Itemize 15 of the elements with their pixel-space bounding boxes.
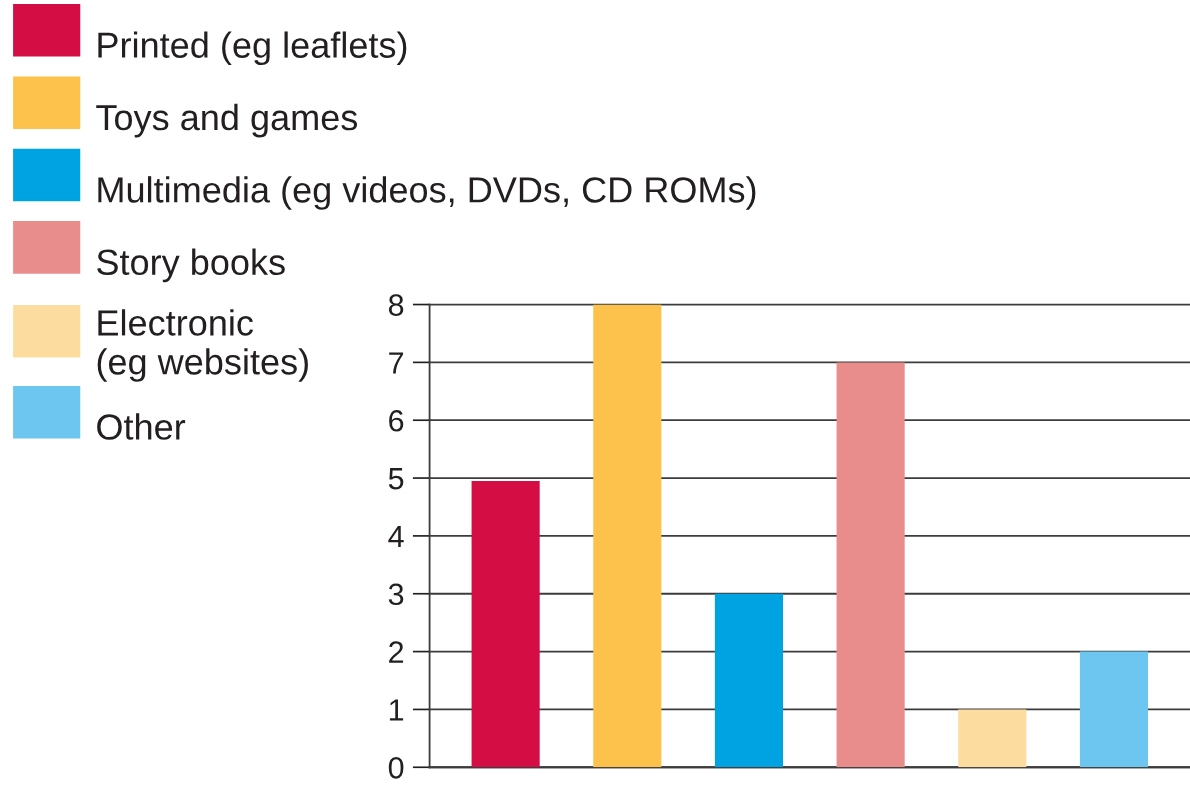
y-tick-label: 4 bbox=[388, 525, 404, 547]
legend-label: Electronic (eg websites) bbox=[97, 309, 308, 382]
y-tick-label: 1 bbox=[389, 699, 404, 721]
legend-label: Other bbox=[97, 413, 186, 440]
y-tick-label: 8 bbox=[388, 294, 404, 316]
legend-label: Toys and games bbox=[96, 103, 358, 138]
y-tick-label: 5 bbox=[388, 468, 404, 490]
y-tick-label: 0 bbox=[388, 757, 404, 779]
legend-label: Multimedia (eg videos, DVDs, CD ROMs) bbox=[98, 176, 756, 210]
legend-label: Printed (eg leaflets) bbox=[98, 31, 407, 66]
y-tick-label: 2 bbox=[389, 641, 404, 663]
y-tick-label: 3 bbox=[388, 583, 404, 606]
legend-label: Story books bbox=[97, 248, 285, 283]
y-tick-label: 7 bbox=[389, 352, 404, 374]
y-tick-label: 6 bbox=[389, 409, 404, 432]
